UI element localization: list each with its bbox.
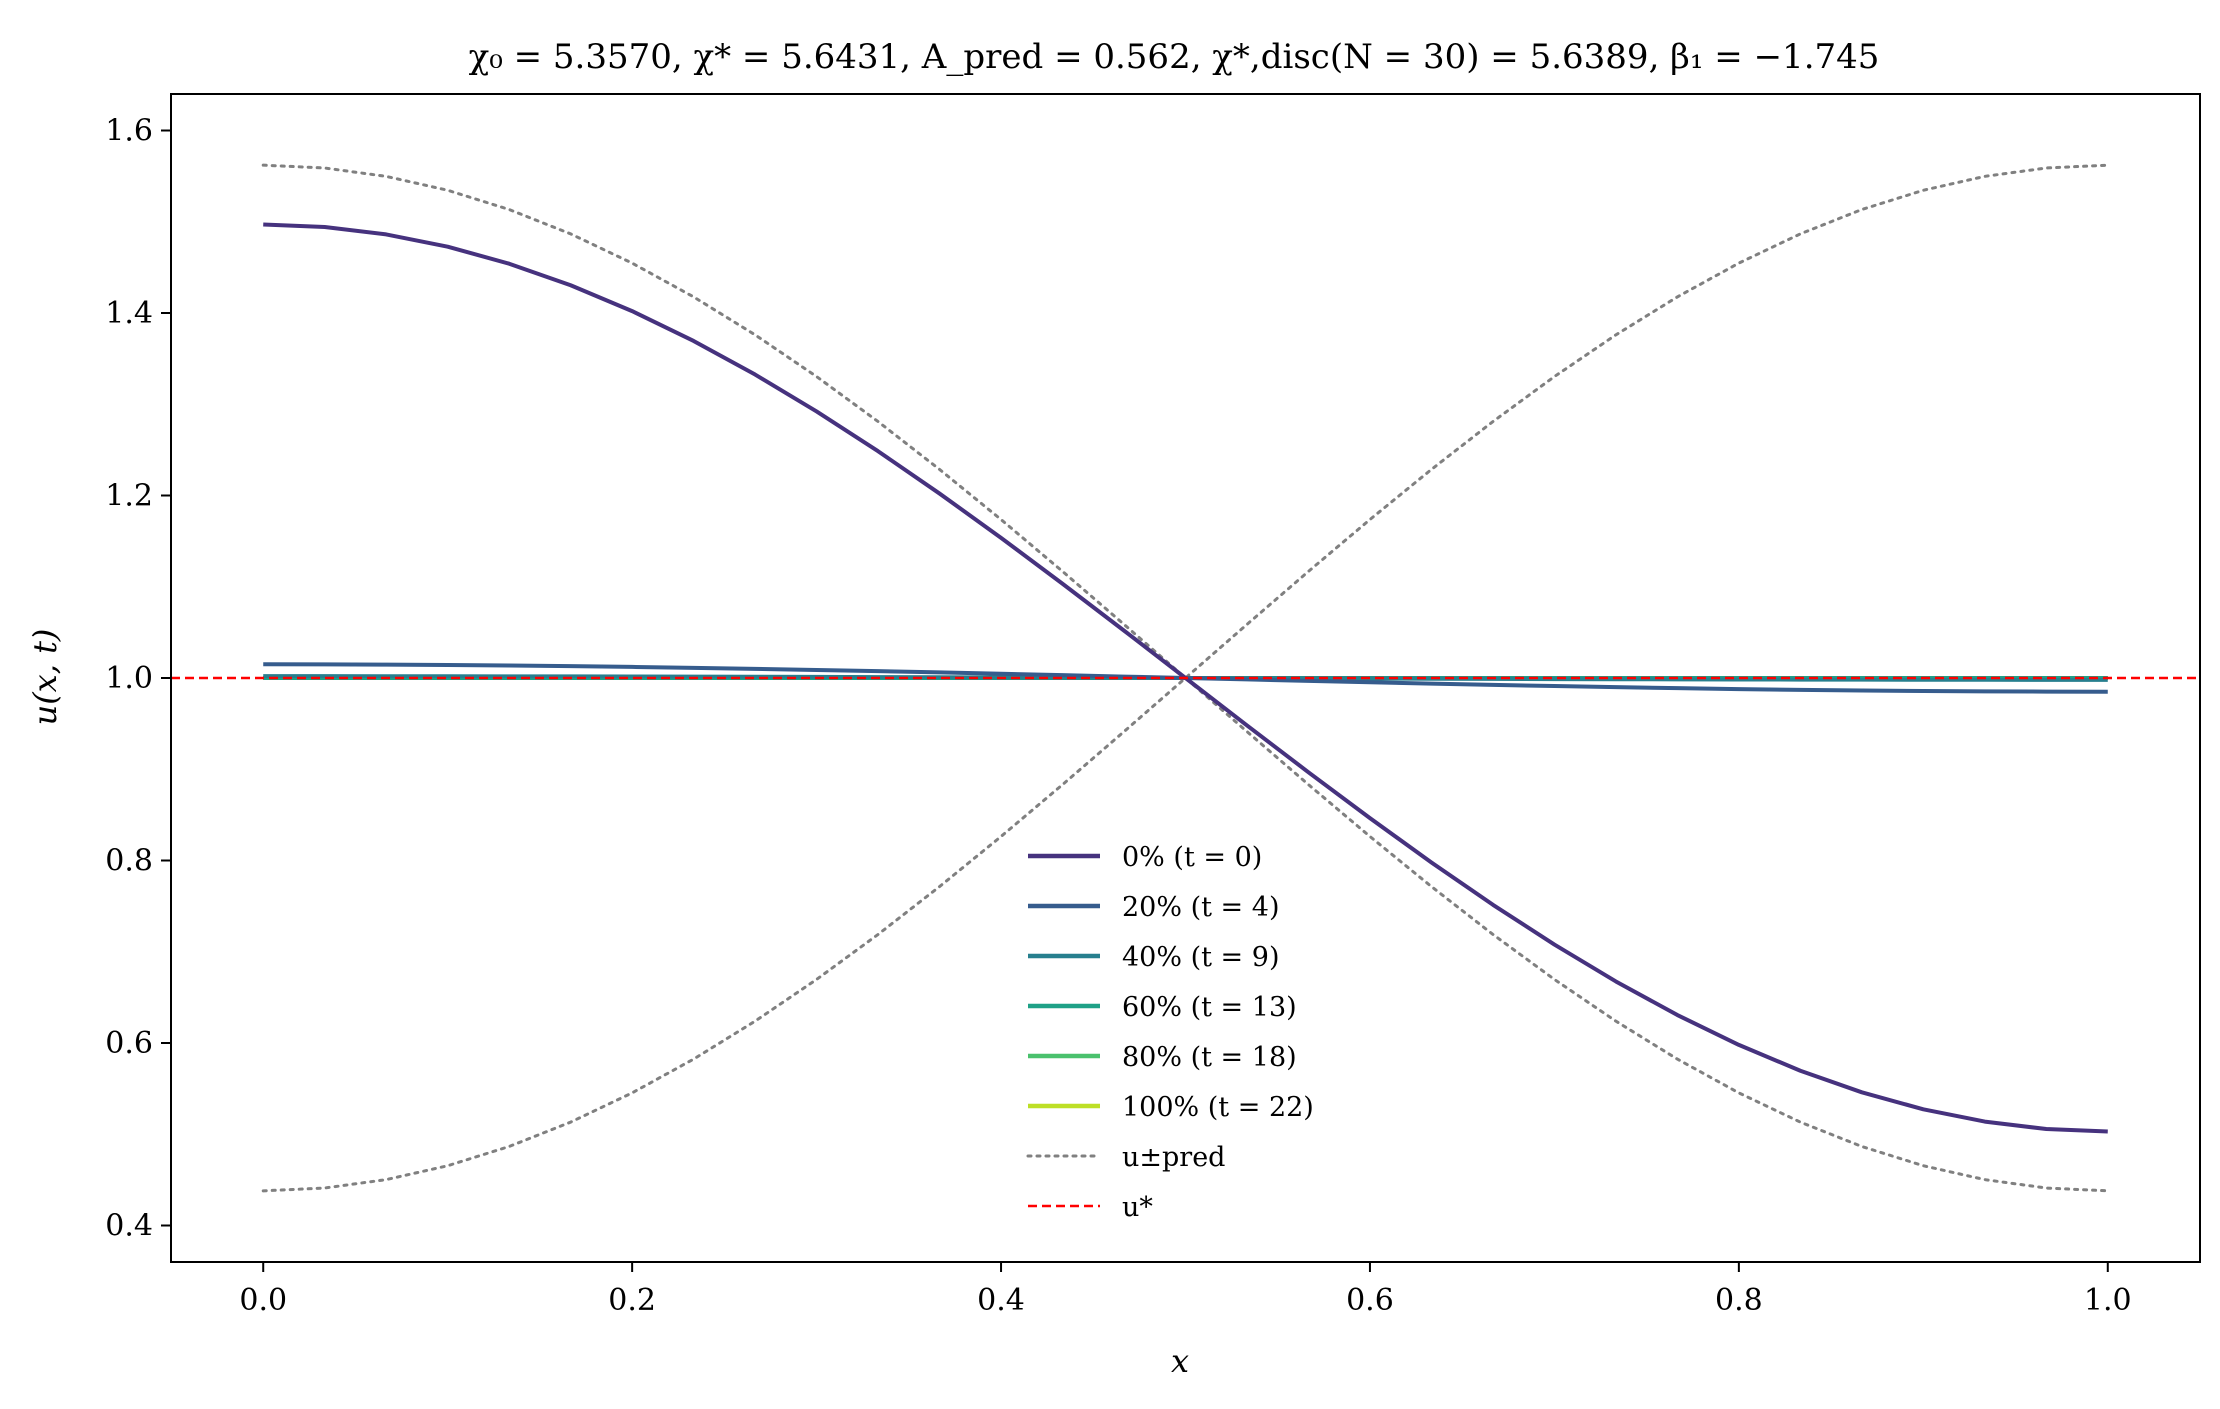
x-tick-label: 0.8 xyxy=(1715,1283,1763,1318)
x-tick-label: 1.0 xyxy=(2084,1283,2132,1318)
y-tick-label: 1.6 xyxy=(105,114,153,149)
y-tick-label: 1.0 xyxy=(105,661,153,696)
y-tick-label: 0.8 xyxy=(105,844,153,879)
x-tick-label: 0.2 xyxy=(608,1283,656,1318)
y-axis-label: u(x, t) xyxy=(26,629,64,726)
legend-label-2: 40% (t = 9) xyxy=(1122,942,1279,973)
legend-label-6: u±pred xyxy=(1122,1142,1225,1173)
y-tick-label: 0.6 xyxy=(105,1026,153,1061)
x-axis: 0.0 0.2 0.4 0.6 0.8 1.0 xyxy=(239,1262,2132,1318)
legend-label-5: 100% (t = 22) xyxy=(1122,1092,1314,1123)
x-tick-label: 0.6 xyxy=(1346,1283,1394,1318)
x-tick-label: 0.0 xyxy=(239,1283,287,1318)
legend-label-7: u* xyxy=(1122,1192,1153,1223)
x-tick-label: 0.4 xyxy=(977,1283,1025,1318)
legend-label-3: 60% (t = 13) xyxy=(1122,992,1297,1023)
plot-area xyxy=(170,93,2201,1263)
chart-title: χ₀ = 5.3570, χ* = 5.6431, A_pred = 0.562… xyxy=(469,37,1880,77)
y-axis: 0.4 0.6 0.8 1.0 1.2 1.4 1.6 xyxy=(105,114,171,1244)
legend-label-0: 0% (t = 0) xyxy=(1122,842,1262,873)
plot-curves xyxy=(171,163,2200,1193)
y-tick-label: 1.2 xyxy=(105,479,153,514)
y-tick-label: 0.4 xyxy=(105,1209,153,1244)
legend-label-1: 20% (t = 4) xyxy=(1122,892,1279,923)
x-axis-label: x xyxy=(1171,1342,1189,1380)
legend-label-4: 80% (t = 18) xyxy=(1122,1042,1297,1073)
legend: 0% (t = 0) 20% (t = 4) 40% (t = 9) 60% (t =… xyxy=(1026,842,1314,1223)
y-tick-label: 1.4 xyxy=(105,296,153,331)
